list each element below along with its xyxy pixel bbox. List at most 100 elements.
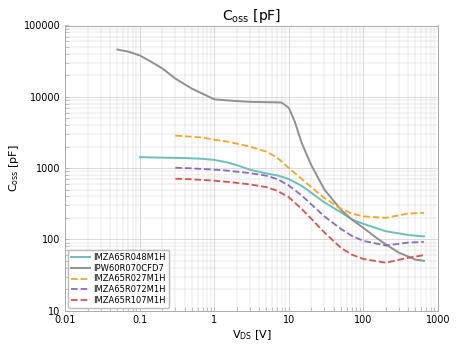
IMZA65R027M1H [286, 166, 292, 170]
IMZA65R027M1H [361, 214, 366, 218]
IPW60R070CFD7 [361, 226, 366, 230]
IMZA65R072M1H [200, 167, 206, 171]
IMZA65R048M1H [299, 184, 305, 188]
IMZA65R072M1H [338, 227, 344, 231]
IMZA65R072M1H [189, 166, 195, 170]
IPW60R070CFD7 [421, 259, 427, 263]
IMZA65R048M1H [383, 229, 388, 233]
IMZA65R072M1H [299, 194, 305, 198]
IMZA65R048M1H [275, 173, 280, 177]
IMZA65R048M1H [200, 157, 206, 161]
IMZA65R072M1H [405, 240, 411, 245]
IMZA65R072M1H [247, 171, 253, 175]
IMZA65R048M1H [338, 210, 344, 214]
IPW60R070CFD7 [299, 142, 305, 146]
IPW60R070CFD7 [264, 100, 269, 104]
IMZA65R027M1H [338, 207, 344, 211]
IMZA65R107M1H [225, 180, 230, 184]
IMZA65R072M1H [361, 239, 366, 243]
IMZA65R048M1H [264, 171, 269, 176]
IMZA65R048M1H [159, 156, 165, 160]
IPW60R070CFD7 [275, 100, 280, 104]
IMZA65R107M1H [308, 217, 314, 221]
IMZA65R048M1H [137, 155, 143, 159]
IMZA65R072M1H [421, 240, 427, 244]
IMZA65R072M1H [264, 174, 269, 178]
IMZA65R107M1H [189, 177, 195, 181]
Line: IMZA65R107M1H: IMZA65R107M1H [175, 179, 424, 263]
IMZA65R107M1H [338, 246, 344, 250]
Line: IMZA65R072M1H: IMZA65R072M1H [175, 168, 424, 245]
IPW60R070CFD7 [286, 106, 292, 110]
IMZA65R107M1H [275, 189, 280, 193]
IMZA65R107M1H [405, 256, 411, 260]
IMZA65R027M1H [322, 196, 327, 200]
IMZA65R027M1H [264, 149, 269, 154]
IMZA65R107M1H [299, 207, 305, 211]
IPW60R070CFD7 [349, 217, 355, 222]
IPW60R070CFD7 [150, 61, 156, 65]
IMZA65R107M1H [349, 253, 355, 257]
IPW60R070CFD7 [234, 99, 239, 103]
IMZA65R048M1H [421, 234, 427, 238]
IMZA65R048M1H [212, 158, 217, 162]
IMZA65R072M1H [308, 202, 314, 206]
IMZA65R072M1H [225, 169, 230, 173]
IPW60R070CFD7 [279, 101, 284, 105]
IMZA65R107M1H [361, 257, 366, 261]
Title: C$_\mathregular{oss}$ [pF]: C$_\mathregular{oss}$ [pF] [222, 7, 281, 25]
IPW60R070CFD7 [189, 87, 195, 91]
IMZA65R072M1H [234, 170, 239, 174]
IPW60R070CFD7 [173, 76, 178, 81]
IPW60R070CFD7 [247, 100, 253, 104]
IMZA65R107M1H [200, 178, 206, 182]
IMZA65R107M1H [247, 182, 253, 186]
IMZA65R072M1H [275, 177, 280, 181]
IMZA65R048M1H [405, 233, 411, 237]
IMZA65R072M1H [383, 243, 388, 247]
IMZA65R027M1H [308, 185, 314, 189]
IPW60R070CFD7 [200, 92, 206, 96]
IPW60R070CFD7 [115, 47, 120, 52]
IMZA65R072M1H [212, 168, 217, 172]
IMZA65R048M1H [225, 160, 230, 164]
IMZA65R027M1H [247, 144, 253, 149]
IMZA65R027M1H [421, 211, 427, 215]
IMZA65R107M1H [234, 181, 239, 185]
IPW60R070CFD7 [374, 236, 379, 240]
IPW60R070CFD7 [126, 50, 131, 54]
IPW60R070CFD7 [292, 119, 298, 124]
IMZA65R027M1H [383, 216, 388, 220]
Legend: IMZA65R048M1H, IPW60R070CFD7, IMZA65R027M1H, IMZA65R072M1H, IMZA65R107M1H: IMZA65R048M1H, IPW60R070CFD7, IMZA65R027… [68, 250, 169, 308]
IMZA65R072M1H [322, 214, 327, 218]
IMZA65R027M1H [212, 138, 217, 142]
IMZA65R027M1H [173, 134, 178, 138]
IMZA65R072M1H [173, 166, 178, 170]
IMZA65R107M1H [264, 185, 269, 189]
IMZA65R107M1H [286, 195, 292, 199]
IMZA65R107M1H [322, 230, 327, 235]
IPW60R070CFD7 [383, 242, 388, 246]
IMZA65R048M1H [349, 217, 355, 222]
IMZA65R072M1H [349, 234, 355, 238]
IPW60R070CFD7 [137, 53, 143, 58]
IPW60R070CFD7 [396, 251, 402, 255]
IMZA65R027M1H [299, 177, 305, 181]
IMZA65R048M1H [234, 163, 239, 167]
IMZA65R048M1H [361, 222, 366, 226]
IMZA65R107M1H [421, 253, 427, 257]
Line: IMZA65R048M1H: IMZA65R048M1H [140, 157, 424, 236]
IMZA65R107M1H [383, 261, 388, 265]
IMZA65R027M1H [189, 135, 195, 139]
IMZA65R072M1H [286, 183, 292, 187]
IPW60R070CFD7 [322, 187, 327, 192]
IMZA65R027M1H [275, 156, 280, 160]
IMZA65R048M1H [182, 156, 187, 160]
IMZA65R048M1H [308, 191, 314, 195]
IMZA65R048M1H [247, 168, 253, 172]
IMZA65R027M1H [225, 140, 230, 144]
IPW60R070CFD7 [338, 208, 344, 212]
IPW60R070CFD7 [159, 66, 165, 70]
X-axis label: V$_\mathregular{DS}$ [V]: V$_\mathregular{DS}$ [V] [232, 328, 271, 342]
IPW60R070CFD7 [413, 258, 418, 262]
